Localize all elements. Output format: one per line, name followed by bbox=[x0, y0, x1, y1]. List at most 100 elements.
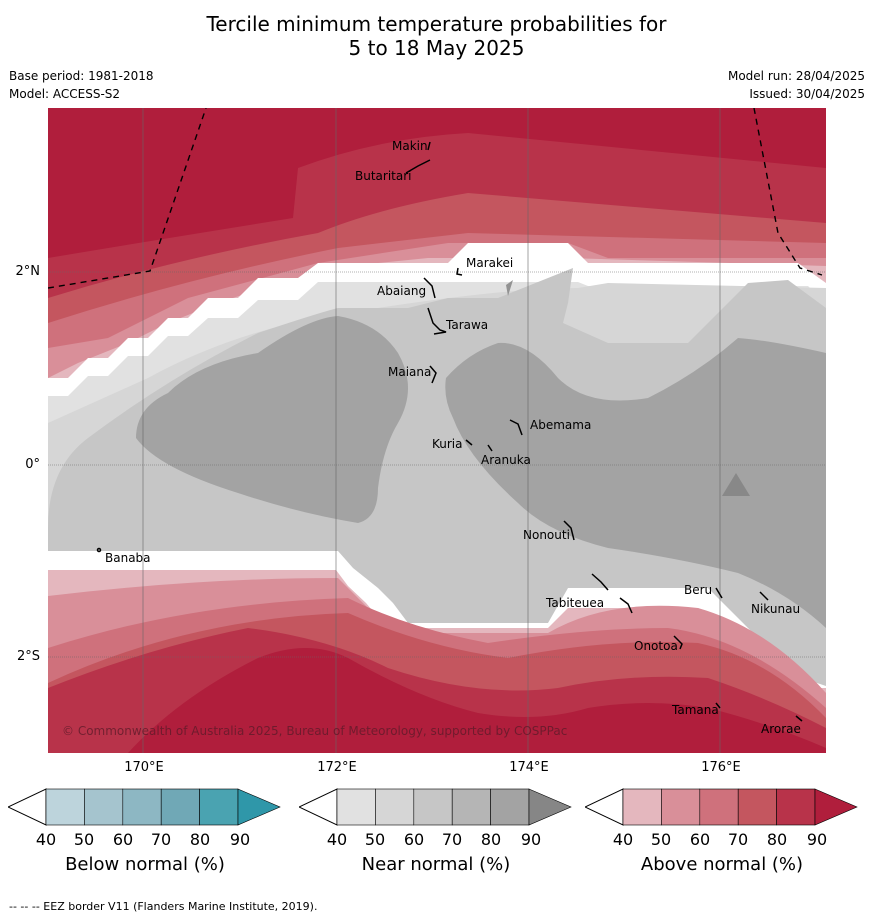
nikunau-island bbox=[759, 591, 769, 601]
colorbar-below-tick: 40 bbox=[35, 830, 57, 849]
colorbar-below-swatch-4 bbox=[199, 788, 239, 826]
colorbar-below-label: Below normal (%) bbox=[65, 854, 225, 875]
colorbar-above-tick: 80 bbox=[766, 830, 788, 849]
lon-label-170e: 170°E bbox=[124, 760, 164, 775]
place-tamana: Tamana bbox=[672, 703, 719, 717]
abemama-island bbox=[509, 419, 523, 436]
colorbar-below-normal: 40 50 60 70 80 90 Below normal (%) bbox=[6, 788, 282, 875]
base-period: Base period: 1981-2018 bbox=[9, 69, 154, 83]
colorbar-below-tick: 50 bbox=[73, 830, 95, 849]
place-nikunau: Nikunau bbox=[751, 602, 801, 616]
island-outlines bbox=[96, 141, 803, 722]
place-marakei: Marakei bbox=[466, 256, 514, 270]
map-svg bbox=[48, 108, 826, 753]
colorbar-below-tick: 90 bbox=[229, 830, 251, 849]
colorbar-near-tick: 50 bbox=[364, 830, 386, 849]
colorbar-below-swatch-0 bbox=[45, 788, 85, 826]
aranuka-island bbox=[487, 444, 493, 452]
marakei-island bbox=[456, 267, 463, 276]
colorbar-below-swatch-2 bbox=[122, 788, 162, 826]
butaritari-island bbox=[405, 159, 431, 174]
map-panel bbox=[48, 108, 826, 753]
lat-label-0: 0° bbox=[25, 457, 40, 472]
near-80-spot-north bbox=[506, 280, 513, 296]
colorbar-below-max-arrow bbox=[237, 788, 281, 826]
eez-footnote: -- -- -- EEZ border V11 (Flanders Marine… bbox=[9, 900, 318, 913]
place-abemama: Abemama bbox=[530, 418, 592, 432]
tabiteuea-island-north bbox=[591, 573, 609, 591]
colorbar-above-tick: 40 bbox=[612, 830, 634, 849]
title-line-1: Tercile minimum temperature probabilitie… bbox=[206, 12, 667, 36]
colorbar-above-label: Above normal (%) bbox=[640, 854, 804, 875]
colorbar-near-normal: 40 50 60 70 80 90 Near normal (%) bbox=[297, 788, 573, 875]
title-line-2: 5 to 18 May 2025 bbox=[348, 36, 525, 60]
colorbar-above-tick: 70 bbox=[727, 830, 749, 849]
colorbar-below-tick: 80 bbox=[189, 830, 211, 849]
near-70-region-east bbox=[445, 338, 826, 628]
colorbar-near-tick: 60 bbox=[403, 830, 425, 849]
kuria-island bbox=[465, 439, 473, 446]
colorbar-above-swatch-3 bbox=[737, 788, 777, 826]
beru-island bbox=[715, 587, 723, 599]
colorbar-below-tick: 60 bbox=[112, 830, 134, 849]
lon-label-176e: 176°E bbox=[701, 760, 741, 775]
colorbar-near-tick: 90 bbox=[520, 830, 542, 849]
lon-label-172e: 172°E bbox=[317, 760, 357, 775]
place-makin: Makin bbox=[392, 139, 428, 153]
onotoa-island bbox=[673, 635, 683, 650]
map-grid bbox=[48, 108, 826, 753]
place-butaritari: Butaritari bbox=[355, 169, 412, 183]
maiana-island bbox=[429, 365, 437, 384]
tamana-island bbox=[715, 702, 721, 709]
colorbar-near-label: Near normal (%) bbox=[361, 854, 511, 875]
colorbar-below-swatch-1 bbox=[84, 788, 124, 826]
lon-label-174e: 174°E bbox=[509, 760, 549, 775]
place-aranuka: Aranuka bbox=[481, 453, 531, 467]
colorbar-above-tick: 50 bbox=[650, 830, 672, 849]
colorbar-above-normal: 40 50 60 70 80 90 Above normal (%) bbox=[583, 788, 859, 875]
abaiang-island bbox=[423, 277, 436, 299]
chart-title: Tercile minimum temperature probabilitie… bbox=[0, 12, 873, 60]
colorbar-below-swatch-3 bbox=[160, 788, 200, 826]
meta-right: Model run: 28/04/2025 Issued: 30/04/2025 bbox=[728, 67, 865, 103]
model-run: Model run: 28/04/2025 bbox=[727, 69, 865, 83]
colorbar-above-tick: 90 bbox=[806, 830, 828, 849]
nonouti-island bbox=[563, 520, 575, 541]
lat-label-2s: 2°S bbox=[16, 649, 40, 664]
colorbar-near-swatch-0 bbox=[336, 788, 376, 826]
place-abaiang: Abaiang bbox=[377, 284, 427, 298]
colorbar-below-min-arrow bbox=[6, 788, 47, 826]
colorbar-near-max-arrow bbox=[528, 788, 572, 826]
colorbar-above-swatch-0 bbox=[622, 788, 662, 826]
colorbar-near-swatch-1 bbox=[375, 788, 415, 826]
place-kuria: Kuria bbox=[432, 437, 463, 451]
colorbar-near-tick: 70 bbox=[441, 830, 463, 849]
copyright-notice: © Commonwealth of Australia 2025, Bureau… bbox=[62, 724, 568, 738]
place-maiana: Maiana bbox=[388, 365, 432, 379]
place-arorae: Arorae bbox=[761, 722, 801, 736]
place-tarawa: Tarawa bbox=[446, 318, 489, 332]
colorbar-above-max-arrow bbox=[814, 788, 858, 826]
colorbar-above-svg bbox=[583, 788, 858, 826]
tarawa-island bbox=[427, 307, 447, 335]
near-80-spot-east bbox=[722, 473, 750, 496]
eez-border bbox=[48, 108, 823, 289]
lat-label-2n: 2°N bbox=[15, 264, 41, 279]
place-tabiteuea: Tabiteuea bbox=[546, 596, 605, 610]
colorbar-near-swatch-2 bbox=[413, 788, 453, 826]
makin-island bbox=[427, 141, 431, 151]
tabiteuea-island-south bbox=[619, 597, 633, 614]
colorbar-near-tick: 40 bbox=[326, 830, 348, 849]
issued-date: Issued: 30/04/2025 bbox=[749, 87, 865, 101]
colorbar-near-swatch-4 bbox=[490, 788, 530, 826]
colorbar-above-swatch-2 bbox=[699, 788, 739, 826]
colorbar-above-tick: 60 bbox=[689, 830, 711, 849]
colorbar-near-min-arrow bbox=[297, 788, 338, 826]
colorbar-above-swatch-1 bbox=[661, 788, 701, 826]
colorbar-near-tick: 80 bbox=[480, 830, 502, 849]
colorbar-below-tick: 70 bbox=[150, 830, 172, 849]
place-nonouti: Nonouti bbox=[523, 528, 570, 542]
colorbar-below-svg bbox=[6, 788, 281, 826]
place-beru: Beru bbox=[684, 583, 713, 597]
model-name: Model: ACCESS-S2 bbox=[9, 87, 121, 101]
